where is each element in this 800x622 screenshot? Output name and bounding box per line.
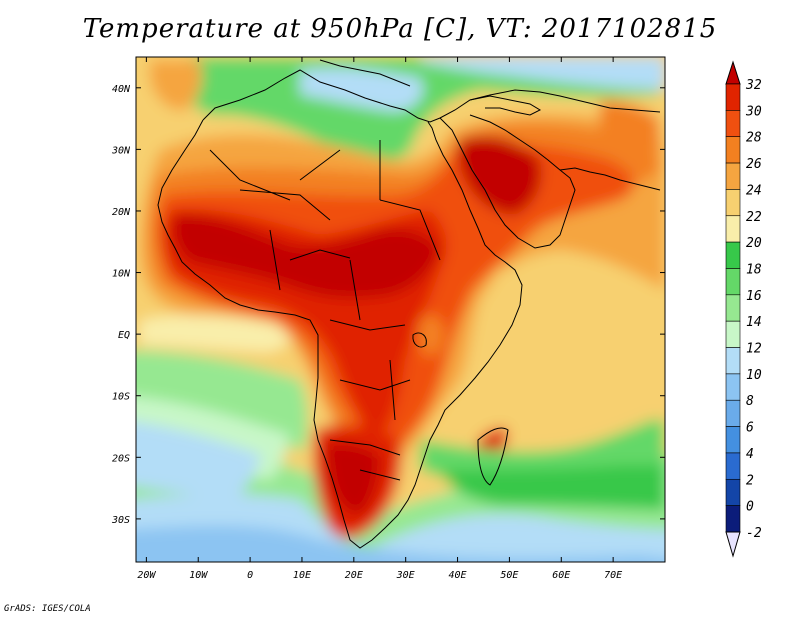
temperature-field — [136, 57, 665, 562]
colorbar-label: 10 — [746, 368, 762, 383]
colorbar-label: 2 — [746, 473, 754, 488]
colorbar-swatch — [725, 478, 741, 506]
x-tick-label: 40E — [449, 570, 467, 581]
x-tick-label: 20E — [345, 570, 363, 581]
colorbar-label: 32 — [745, 78, 762, 93]
colorbar-label: 8 — [746, 394, 754, 409]
colorbar-swatch — [725, 110, 741, 138]
colorbar-label: 18 — [746, 262, 762, 277]
chart-title: Temperature at 950hPa [C], VT: 201710281… — [82, 14, 718, 44]
colorbar-label: 22 — [746, 210, 762, 225]
colorbar-label: 30 — [745, 104, 762, 119]
colorbar-label: 28 — [746, 131, 762, 146]
colorbar-swatch — [725, 241, 741, 269]
y-tick-label: 10S — [112, 392, 130, 403]
colorbar-swatch — [725, 373, 741, 401]
colorbar-label: 4 — [746, 447, 754, 462]
colorbar-label: 26 — [746, 157, 762, 172]
colorbar-label: 20 — [746, 236, 762, 251]
colorbar-label: 14 — [746, 315, 762, 330]
colorbar-swatch — [725, 399, 741, 427]
x-axis: 20W 10W 0 10E 20E 30E 40E 50E 60E 70E — [137, 57, 622, 581]
colorbar-label: 0 — [746, 500, 754, 515]
y-tick-label: EQ — [118, 330, 130, 341]
colorbar-swatch — [725, 189, 741, 217]
x-tick-label: 0 — [247, 570, 253, 581]
x-tick-label: 50E — [500, 570, 518, 581]
credit-label: GrADS: IGES/COLA — [4, 604, 91, 614]
colorbar-swatch — [725, 294, 741, 322]
colorbar-swatch — [725, 83, 741, 111]
y-tick-label: 10N — [112, 269, 131, 280]
colorbar-swatch — [725, 215, 741, 243]
y-tick-label: 20N — [112, 207, 131, 218]
colorbar-swatch — [725, 452, 741, 480]
y-axis: 40N 30N 20N 10N EQ 10S 20S 30S — [111, 84, 665, 526]
coastlines — [157, 59, 661, 549]
colorbar-swatch — [725, 426, 741, 454]
plot-frame — [135, 56, 666, 563]
colorbar-swatch — [725, 136, 741, 164]
colorbar-label: -2 — [746, 526, 762, 541]
x-tick-label: 10E — [293, 570, 311, 581]
y-tick-label: 30N — [111, 145, 131, 156]
x-tick-label: 20W — [137, 570, 156, 581]
colorbar-label: 12 — [746, 342, 762, 357]
colorbar-swatch — [725, 162, 741, 190]
y-tick-label: 20S — [112, 453, 130, 464]
x-tick-label: 70E — [604, 570, 622, 581]
colorbar-label: 16 — [746, 289, 762, 304]
x-tick-label: 30E — [396, 570, 415, 581]
y-tick-label: 30S — [111, 515, 130, 526]
colorbar-swatch — [725, 268, 741, 296]
x-tick-label: 60E — [552, 570, 570, 581]
colorbar-label: 24 — [746, 183, 762, 198]
colorbar-swatch — [725, 505, 741, 533]
x-tick-label: 10W — [189, 570, 208, 581]
colorbar-label: 6 — [746, 421, 754, 436]
colorbar-swatch — [725, 347, 741, 375]
colorbar-swatch — [725, 320, 741, 348]
y-tick-label: 40N — [112, 84, 131, 95]
colorbar-bottom-arrow — [725, 531, 741, 558]
colorbar-top-arrow — [725, 60, 741, 85]
